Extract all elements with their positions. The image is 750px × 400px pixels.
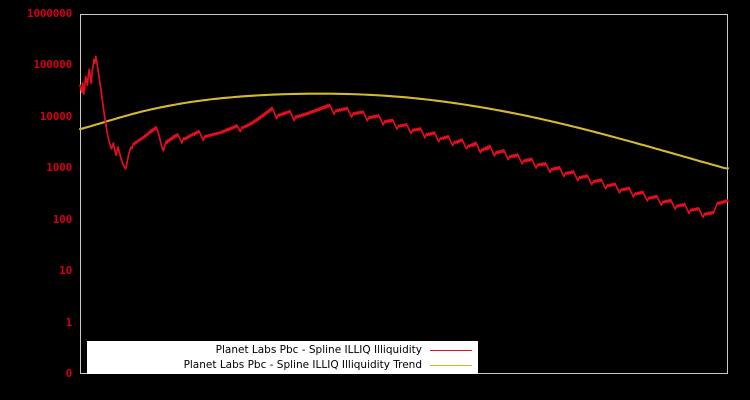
chart-legend[interactable]: Planet Labs Pbc - Spline ILLIQ Illiquidi…: [87, 341, 478, 374]
y-axis-tick-1000000: 1000000: [27, 7, 72, 20]
y-axis-tick-10: 10: [59, 264, 72, 278]
illiquidity-line-group: [79, 55, 729, 219]
y-axis-tick-0: 0: [65, 367, 73, 381]
plot-area-frame: [80, 14, 728, 374]
y-axis-tick-100: 100: [52, 212, 72, 226]
legend-item-label: Planet Labs Pbc - Spline ILLIQ Illiquidi…: [183, 359, 422, 371]
legend-item-label: Planet Labs Pbc - Spline ILLIQ Illiquidi…: [215, 344, 422, 356]
legend-item-1[interactable]: Planet Labs Pbc - Spline ILLIQ Illiquidi…: [87, 358, 478, 373]
illiquidity-trend-line: [78, 92, 730, 170]
y-axis-tick-10000: 10000: [39, 109, 72, 123]
y-axis-tick-1000: 1000: [46, 161, 72, 175]
trend-line-group: [78, 92, 730, 170]
legend-item-0[interactable]: Planet Labs Pbc - Spline ILLIQ Illiquidi…: [87, 343, 478, 358]
y-axis-tick-1: 1: [65, 315, 73, 329]
illiquidity-line: [79, 55, 729, 219]
line-swatch-red: [430, 349, 472, 351]
y-axis-tick-100000: 100000: [33, 58, 72, 72]
line-swatch-gold: [430, 364, 472, 366]
